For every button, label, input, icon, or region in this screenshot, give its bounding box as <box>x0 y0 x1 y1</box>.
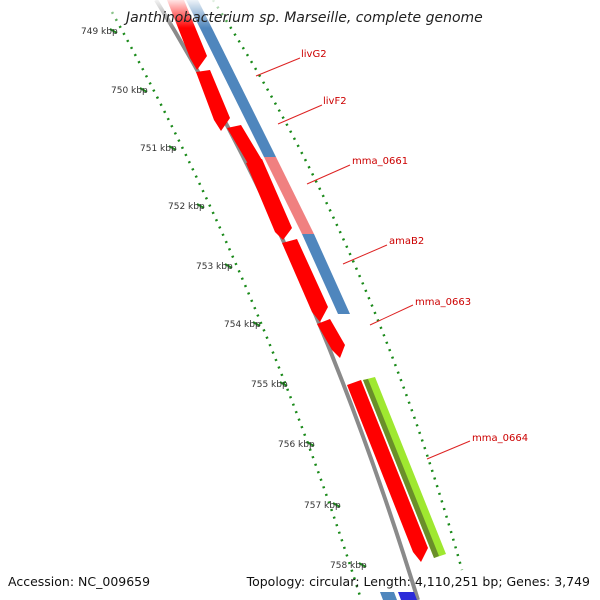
accession-value: NC_009659 <box>78 574 150 589</box>
gene-count-value: 3,749 <box>554 574 590 589</box>
feature-darkblue <box>398 592 417 600</box>
gene-label-leader <box>277 104 323 125</box>
scale-tick-label: 753 kbp <box>196 262 233 272</box>
outer-dash-ring <box>211 0 464 571</box>
scale-tick-label: 756 kbp <box>278 440 315 450</box>
scale-tick <box>252 321 261 327</box>
gene-label-leader <box>306 164 351 185</box>
scale-tick-label: 754 kbp <box>224 320 261 330</box>
scale-tick <box>279 381 288 387</box>
accession-info: Accession: NC_009659 <box>8 574 150 589</box>
genome-backbone <box>154 0 420 600</box>
gene-label-leader <box>255 57 301 77</box>
feature-blue-3 <box>380 592 397 600</box>
gene-label-leader <box>426 440 471 460</box>
feature-pink <box>264 157 314 234</box>
gene-arrow-livF2 <box>196 70 230 131</box>
feature-blue-1 <box>186 0 276 157</box>
scale-tick <box>196 203 205 209</box>
gene-label-mma_0664[interactable]: mma_0664 <box>472 433 528 444</box>
scale-tick-label: 751 kbp <box>140 144 177 154</box>
scale-tick-label: 749 kbp <box>81 27 118 37</box>
gene-label-amaB2[interactable]: amaB2 <box>389 236 424 247</box>
gene-label-livG2[interactable]: livG2 <box>301 49 327 60</box>
scale-ticks: 749 kbp 750 kbp 751 kbp 752 kbp 753 kbp 754 k… <box>81 27 367 571</box>
topology-value: circular <box>309 574 356 589</box>
scale-tick <box>139 87 148 93</box>
gene-arrow-mma_0664 <box>347 380 428 562</box>
scale-tick <box>306 441 315 447</box>
feature-green-shade <box>363 379 439 558</box>
scale-tick <box>168 145 177 151</box>
gene-label-mma_0661[interactable]: mma_0661 <box>352 156 408 167</box>
gene-label-livF2[interactable]: livF2 <box>323 96 347 107</box>
scale-tick <box>109 28 118 34</box>
scale-tick <box>224 263 233 269</box>
scale-tick-label: 750 kbp <box>111 86 148 96</box>
genome-stats: Topology: circular; Length: 4,110,251 bp… <box>246 574 590 589</box>
map-title: Janthinobacterium sp. Marseille, complet… <box>123 10 483 26</box>
gene-arrows <box>167 0 428 562</box>
gene-arrow-amaB2 <box>282 239 328 322</box>
scale-tick <box>332 502 341 508</box>
gene-arrow-mma_0661 <box>246 159 292 240</box>
gene-label-leader <box>342 244 388 265</box>
length-value: 4,110,251 bp <box>415 574 499 589</box>
gene-label-mma_0663[interactable]: mma_0663 <box>415 297 471 308</box>
scale-tick-label: 752 kbp <box>168 202 205 212</box>
gene-label-leader <box>369 304 414 326</box>
scale-tick-label: 757 kbp <box>304 501 341 511</box>
scale-tick-label: 755 kbp <box>251 380 288 390</box>
scale-tick <box>358 562 367 568</box>
gene-labels: livG2 livF2 mma_0661 amaB2 mma_0663 mma_0664 <box>255 49 528 460</box>
feature-blue-2 <box>302 234 350 314</box>
scale-tick-label: 758 kbp <box>330 561 367 571</box>
gene-arrow-mma_0663 <box>317 319 345 358</box>
feature-track <box>186 0 446 600</box>
